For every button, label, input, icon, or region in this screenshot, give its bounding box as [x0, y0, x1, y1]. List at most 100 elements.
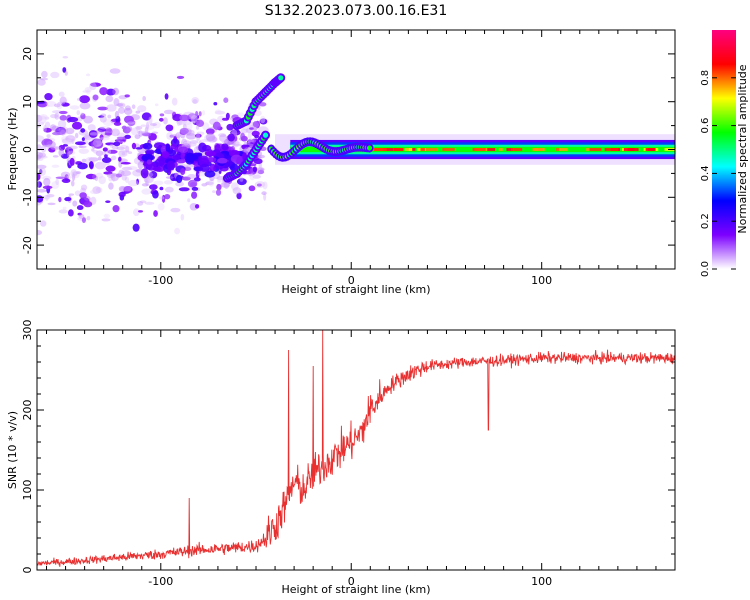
spectrogram-cell [75, 141, 86, 146]
spectrogram-cell [88, 157, 99, 162]
spectrogram-cell [109, 143, 114, 148]
spectrogram-cell [137, 201, 144, 206]
spectrogram-cell [124, 176, 130, 183]
spectrogram-cell [37, 195, 44, 203]
spectrogram-cell [221, 143, 229, 151]
spectrogram-cell [43, 194, 51, 200]
spectrogram-cell [112, 87, 120, 96]
snr-line-series [37, 330, 675, 567]
spectrogram-cell [216, 183, 222, 191]
spectrogram-cell [174, 227, 181, 235]
spectrogram-cell [80, 113, 86, 120]
snr-panel: -100 0 100 0 100 200 300 Height of straight li… [6, 320, 676, 596]
spectrogram-cell [259, 118, 268, 125]
spectrogram-cell [51, 164, 60, 168]
spectrogram-cell [120, 144, 128, 150]
spectrogram-cell [62, 56, 69, 59]
spectrogram-cell [67, 209, 74, 217]
spectrogram-cell [42, 185, 53, 190]
spectrogram-cell [92, 138, 103, 147]
spectrogram-cell [204, 170, 216, 178]
spectrogram-cell [252, 127, 258, 131]
spectrogram-cell [217, 115, 225, 123]
spectrogram-cell [87, 124, 96, 132]
spectrogram-cell [261, 191, 267, 196]
spectrogram-cell [70, 180, 75, 187]
spectrogram-cell [195, 110, 199, 117]
spectrogram-cell [137, 161, 144, 170]
carrier-hot-segment [442, 148, 455, 151]
spectrogram-cell [137, 105, 147, 113]
spectrogram-cell [122, 185, 132, 192]
colorbar-ticks: 0.0 0.2 0.4 0.6 0.8 [700, 70, 736, 277]
spectrogram-y-tick-label: 0 [21, 146, 34, 153]
carrier-hot-segment [393, 148, 404, 151]
spectrogram-cell [84, 133, 91, 137]
spectrogram-cell [81, 217, 86, 223]
spectrogram-cell [148, 133, 157, 141]
spectrogram-cell [71, 171, 80, 175]
spectrogram-cell [204, 150, 216, 157]
snr-x-tick-label: 100 [531, 575, 552, 588]
spectrogram-cell [83, 115, 94, 124]
spectrogram-cell [165, 143, 171, 153]
spectrogram-cell [176, 75, 185, 80]
spectrogram-cell [39, 114, 48, 120]
spectrogram-cell [226, 123, 234, 131]
spectrogram-cell [72, 171, 80, 179]
spectrogram-cell [163, 117, 168, 125]
spectrogram-cell [37, 164, 47, 169]
spectrogram-cell [118, 156, 122, 162]
spectrogram-cell [71, 121, 83, 130]
spectrogram-cell [196, 119, 205, 127]
spectrogram-cell [82, 90, 90, 93]
spectrogram-cell [88, 141, 98, 147]
spectrogram-cell [55, 176, 66, 179]
carrier-hot-segment [589, 148, 602, 151]
spectrogram-cell [124, 107, 133, 115]
spectrogram-cell [199, 163, 210, 172]
spectrogram-cell [187, 179, 198, 188]
spectrogram-cell [214, 110, 226, 115]
spectrogram-cell [121, 125, 127, 130]
spectrogram-cell [58, 196, 62, 203]
spectrogram-cell [48, 147, 56, 153]
spectrogram-cell [118, 150, 128, 157]
spectrogram-cell [367, 145, 373, 151]
spectrogram-cell [136, 178, 140, 185]
spectrogram-cell [141, 183, 149, 187]
spectrogram-cell [37, 155, 48, 159]
spectrogram-cell [41, 138, 53, 147]
spectrogram-cell [121, 152, 126, 156]
spectrogram-cell [69, 105, 80, 110]
spectrogram-cell [86, 215, 91, 221]
spectrogram-cell [179, 114, 190, 122]
spectrogram-cell [61, 178, 71, 184]
spectrogram-cell [151, 131, 159, 134]
spectrogram-cell [218, 133, 227, 138]
spectrogram-cell [236, 192, 242, 200]
spectrogram-cell [113, 141, 121, 147]
spectrogram-heatmap [37, 30, 675, 269]
spectrogram-cell [80, 187, 87, 194]
spectrogram-cell [62, 138, 73, 144]
spectrogram-cell [252, 121, 259, 128]
spectrogram-cell [141, 112, 152, 121]
spectrogram-cell [189, 140, 199, 144]
spectrogram-cell [213, 102, 218, 106]
spectrogram-cell [66, 175, 73, 179]
spectrogram-cell [170, 143, 177, 150]
spectrogram-cell [80, 128, 86, 133]
spectrogram-cell [247, 131, 252, 139]
spectrogram-cell [44, 121, 51, 129]
spectrogram-cell [152, 190, 159, 199]
spectrogram-cell [41, 70, 48, 78]
spectrogram-cell [178, 187, 190, 192]
spectrogram-cell [64, 197, 72, 202]
spectrogram-cell [200, 138, 212, 143]
spectrogram-cell [50, 113, 59, 119]
spectrogram-cell [243, 141, 251, 145]
spectrogram-cell [180, 152, 186, 160]
